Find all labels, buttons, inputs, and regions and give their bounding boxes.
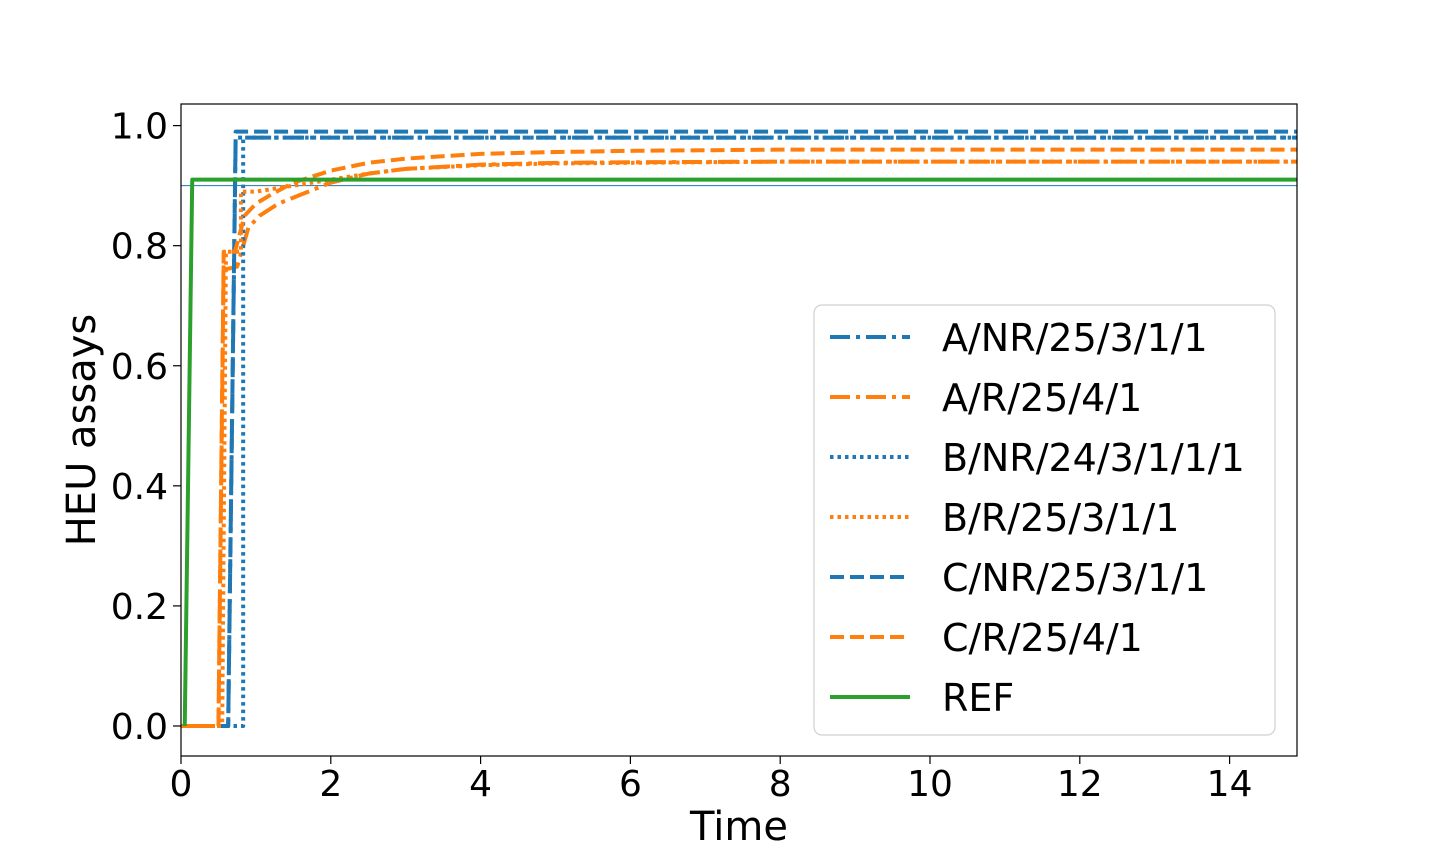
legend-label: A/NR/25/3/1/1 [942, 316, 1208, 360]
series-line-6 [181, 147, 1297, 728]
legend: A/NR/25/3/1/1 A/R/25/4/1 B/NR/24/3/1/1/1 B/… [813, 304, 1276, 736]
legend-label: C/R/25/4/1 [942, 616, 1143, 660]
legend-label: C/NR/25/3/1/1 [942, 556, 1208, 600]
series-line-7 [182, 177, 1297, 727]
x-tick-label: 14 [1207, 764, 1253, 805]
y-tick-label: 0.4 [111, 467, 168, 508]
x-tick-label: 10 [907, 764, 953, 805]
y-axis-title: HEU assays [59, 314, 105, 547]
y-tick-label: 0.6 [111, 347, 168, 388]
x-tick-label: 8 [769, 764, 792, 805]
y-tick-label: 0.0 [111, 707, 168, 748]
series-layer [181, 129, 1297, 728]
legend-box [813, 304, 1276, 736]
x-tick-label: 0 [170, 764, 193, 805]
legend-label: B/NR/24/3/1/1/1 [942, 436, 1245, 480]
x-axis-title: Time [689, 804, 788, 850]
plot-frame [180, 103, 1298, 757]
y-tick-label: 0.8 [111, 227, 168, 268]
y-axis: 0.0 0.2 0.4 0.6 0.8 1.0 [111, 107, 181, 748]
x-tick-label: 2 [319, 764, 342, 805]
x-tick-label: 12 [1057, 764, 1103, 805]
y-tick-label: 1.0 [111, 107, 168, 148]
y-tick-label: 0.2 [111, 587, 168, 628]
legend-label: A/R/25/4/1 [942, 376, 1142, 420]
x-tick-label: 4 [469, 764, 492, 805]
x-axis: 0 2 4 6 8 10 12 14 [170, 756, 1253, 805]
legend-label: B/R/25/3/1/1 [942, 496, 1179, 540]
x-tick-label: 6 [619, 764, 642, 805]
legend-label: REF [942, 676, 1014, 720]
